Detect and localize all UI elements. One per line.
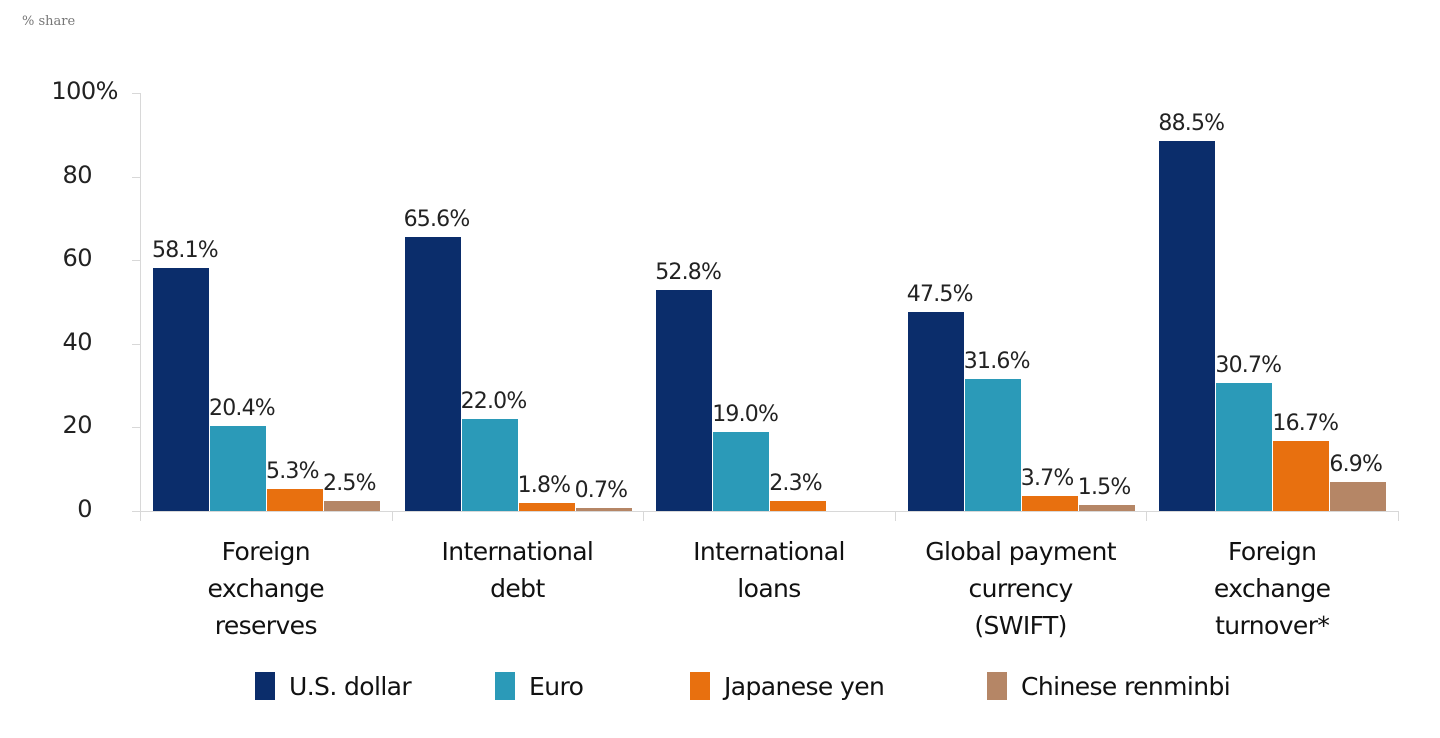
x-category-divider: [894, 511, 896, 521]
x-category-label-line: Foreign: [221, 537, 311, 566]
legend-label: Japanese yen: [724, 671, 885, 701]
bar-japanese-yen: [770, 501, 827, 511]
bar-value-label: 88.5%: [1158, 111, 1225, 137]
bar-value-label: 1.8%: [517, 473, 572, 499]
x-category-divider: [140, 511, 141, 521]
bar-value-label: 22.0%: [460, 389, 528, 415]
x-category-label-line: International: [693, 537, 845, 566]
bar-japanese-yen: [518, 503, 575, 511]
bar-euro: [713, 431, 770, 511]
bar-value-label: 6.9%: [1329, 452, 1383, 478]
bar-chinese-renminbi: [1078, 504, 1135, 511]
bar-value-label: 47.5%: [906, 282, 974, 308]
x-category-label-line: reserves: [214, 611, 318, 640]
bar-u-s-dollar: [404, 236, 461, 511]
x-category-label-line: Foreign: [1228, 537, 1317, 566]
x-category-label-line: Global payment: [925, 537, 1116, 566]
bar-value-label: 52.8%: [655, 260, 722, 286]
x-category-label-line: turnover*: [1215, 611, 1330, 640]
y-tick-mark: [132, 260, 140, 262]
x-category-label-line: (SWIFT): [974, 611, 1067, 640]
bar-euro: [1216, 382, 1273, 511]
bar-chinese-renminbi: [324, 500, 380, 511]
legend-label: Chinese renminbi: [1021, 671, 1231, 701]
legend-item: Chinese renminbi: [987, 666, 1231, 706]
y-tick-label: 80: [62, 160, 92, 189]
bar-value-label: 2.3%: [769, 471, 823, 497]
legend-swatch-icon: [255, 672, 275, 700]
y-tick-label: 0: [77, 495, 92, 523]
chart-legend: U.S. dollar Euro Japanese yen Chinese renmi…: [0, 666, 1440, 706]
bar-value-label: 0.7%: [574, 478, 629, 504]
bar-u-s-dollar: [656, 290, 713, 511]
x-category-label-line: currency: [968, 574, 1074, 603]
x-category-label-line: exchange: [207, 574, 325, 603]
y-tick-label: 60: [62, 244, 92, 273]
x-category-label: Foreign exchange turnover*: [1152, 533, 1392, 644]
legend-item: U.S. dollar: [255, 666, 412, 706]
x-axis-line: [132, 511, 1398, 512]
y-tick-mark: [132, 511, 140, 512]
y-tick-mark: [132, 176, 140, 178]
x-category-label: International loans: [649, 533, 889, 607]
bar-japanese-yen: [1021, 495, 1078, 511]
y-tick-label: 20: [62, 411, 92, 440]
legend-label: U.S. dollar: [289, 671, 412, 701]
bar-value-label: 58.1%: [152, 238, 219, 264]
x-category-divider: [643, 511, 645, 521]
bar-value-label: 20.4%: [209, 395, 276, 421]
bar-chinese-renminbi: [1330, 482, 1387, 511]
legend-item: Japanese yen: [690, 666, 885, 706]
legend-swatch-icon: [690, 672, 710, 700]
x-category-label: Foreign exchange reserves: [146, 533, 386, 644]
x-category-divider: [391, 511, 393, 521]
bar-u-s-dollar: [1159, 141, 1216, 511]
y-axis-line: [140, 93, 141, 511]
legend-item: Euro: [495, 666, 584, 706]
legend-swatch-icon: [495, 672, 515, 700]
x-category-label-line: International: [441, 537, 594, 566]
x-category-divider: [1146, 511, 1148, 521]
bar-u-s-dollar: [907, 312, 964, 511]
bar-value-label: 19.0%: [712, 401, 779, 427]
legend-swatch-icon: [987, 672, 1007, 700]
bar-value-label: 5.3%: [266, 458, 320, 484]
x-category-label-line: loans: [737, 574, 801, 603]
x-category-label-line: debt: [490, 574, 545, 603]
bar-value-label: 3.7%: [1020, 465, 1075, 491]
x-category-divider: [1398, 511, 1399, 521]
y-axis-unit-label: % share: [22, 14, 76, 29]
y-tick-mark: [132, 93, 140, 94]
bar-euro: [964, 378, 1021, 511]
y-tick-mark: [132, 427, 140, 429]
x-category-label: International debt: [397, 533, 637, 607]
bar-value-label: 65.6%: [403, 206, 471, 232]
bar-japanese-yen: [267, 488, 323, 511]
bar-u-s-dollar: [153, 268, 209, 511]
y-tick-mark: [132, 343, 140, 345]
bar-euro: [461, 419, 518, 511]
bar-japanese-yen: [1273, 441, 1330, 511]
bar-value-label: 16.7%: [1272, 411, 1339, 437]
bar-value-label: 31.6%: [963, 348, 1031, 374]
x-category-label-line: exchange: [1213, 574, 1331, 603]
bar-value-label: 30.7%: [1215, 352, 1282, 378]
x-category-label: Global payment currency (SWIFT): [901, 533, 1141, 644]
bar-value-label: 1.5%: [1077, 474, 1132, 500]
legend-label: Euro: [529, 671, 584, 701]
bar-chinese-renminbi: [575, 508, 632, 511]
bar-value-label: 2.5%: [323, 470, 377, 496]
y-tick-label: 40: [62, 327, 92, 356]
y-tick-label: 100%: [51, 77, 118, 105]
bar-euro: [210, 425, 266, 511]
